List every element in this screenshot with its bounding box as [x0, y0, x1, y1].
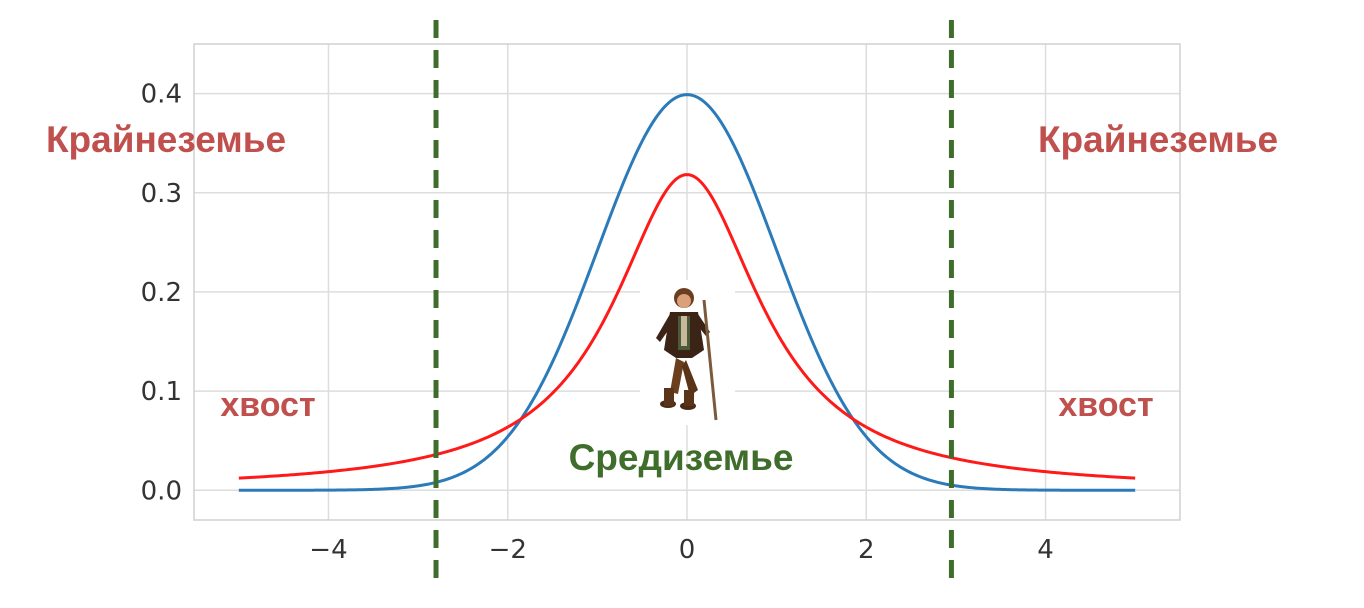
tail-right-label: хвост [1058, 386, 1153, 424]
y-tick-label-1: 0.1 [141, 377, 182, 407]
y-tick-label-2: 0.2 [141, 278, 182, 308]
y-tick-labels: 0.0 0.1 0.2 0.3 0.4 [141, 80, 182, 507]
y-tick-label-3: 0.3 [141, 179, 182, 209]
plot-frame [193, 43, 1181, 521]
y-tick-label-4: 0.4 [141, 80, 182, 110]
series-line-0 [238, 93, 1136, 492]
x-tick-label-0: −4 [309, 535, 347, 565]
y-tick-label-0: 0.0 [141, 476, 182, 506]
x-tick-labels: −4 −2 0 2 4 [309, 535, 1054, 565]
x-tick-label-3: 2 [858, 535, 875, 565]
boundary-lines [433, 20, 954, 578]
x-tick-label-1: −2 [489, 535, 527, 565]
x-tick-label-2: 0 [679, 535, 696, 565]
x-tick-label-4: 4 [1037, 535, 1054, 565]
tail-left-label: хвост [220, 386, 315, 424]
far-left-label: Крайнеземье [46, 119, 286, 160]
hobbit-figure [640, 280, 735, 425]
middle-label: Средиземье [569, 437, 794, 478]
far-right-label: Крайнеземье [1038, 119, 1278, 160]
series-line-1 [238, 173, 1136, 480]
series-group [238, 93, 1136, 492]
